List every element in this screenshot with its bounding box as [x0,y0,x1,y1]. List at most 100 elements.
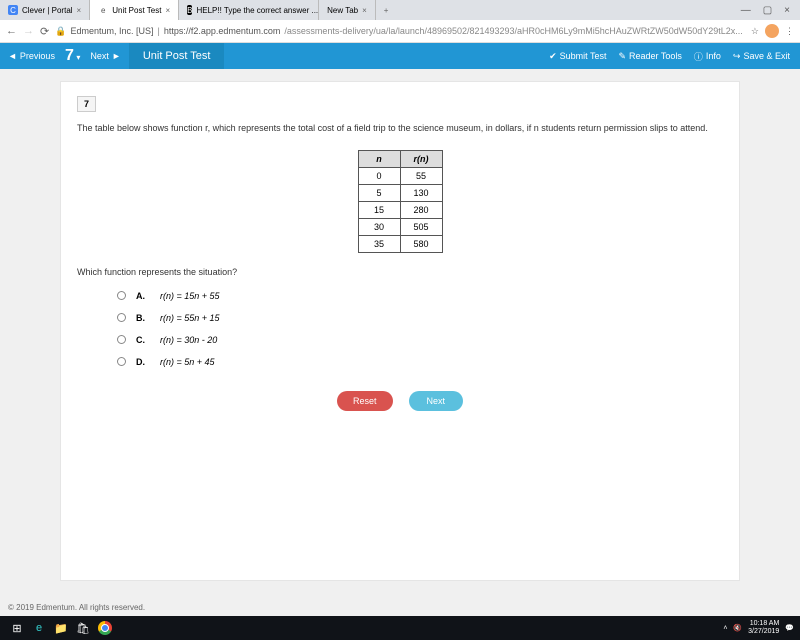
table-cell: 580 [400,235,442,252]
previous-button[interactable]: ◄ Previous [8,51,55,61]
choice-letter: C. [136,335,150,345]
next-question-button[interactable]: Next [409,391,464,411]
exit-icon: ↪ [733,51,741,62]
radio-icon[interactable] [117,291,126,300]
url-path: /assessments-delivery/ua/la/launch/48969… [284,26,742,36]
choice-option[interactable]: D. r(n) = 5n + 45 [117,357,723,367]
radio-icon[interactable] [117,335,126,344]
table-cell: 0 [358,167,400,184]
url-input[interactable]: 🔒 Edmentum, Inc. [US] | https://f2.app.e… [55,26,745,37]
tab-title: New Tab [327,6,358,15]
choices-list: A. r(n) = 15n + 55 B. r(n) = 55n + 15 C.… [77,291,723,367]
store-icon[interactable]: 🛍 [72,616,94,640]
start-icon[interactable]: ⊞ [6,616,28,640]
tray-chevron-icon[interactable]: ˄ [723,625,727,632]
table-row: 30505 [358,218,442,235]
choice-text: r(n) = 55n + 15 [160,313,220,323]
tab-title: HELP!! Type the correct answer ... [196,6,318,15]
close-icon[interactable]: × [362,6,367,15]
url-separator: | [157,26,159,36]
browser-tab[interactable]: C Clever | Portal × [0,0,90,20]
browser-chrome: C Clever | Portal × e Unit Post Test × B… [0,0,800,43]
table-row: 15280 [358,201,442,218]
chevron-down-icon: ▾ [76,53,80,62]
table-header: n [358,150,400,167]
question-subtext: Which function represents the situation? [77,267,723,277]
tab-title: Unit Post Test [112,6,161,15]
notifications-icon[interactable]: 💬 [785,624,794,632]
close-window-icon[interactable]: × [784,5,790,16]
save-label: Save & Exit [743,51,790,61]
choice-text: r(n) = 30n - 20 [160,335,217,345]
minimize-icon[interactable]: — [741,5,751,16]
table-cell: 30 [358,218,400,235]
app-title: Unit Post Test [129,43,225,69]
question-card: 7 The table below shows function r, whic… [60,81,740,581]
system-clock[interactable]: 10:18 AM 3/27/2019 [748,620,779,635]
question-number: 7 [65,47,74,64]
maximize-icon[interactable]: ▢ [763,5,772,16]
forward-icon[interactable]: → [23,25,34,37]
table-row: 055 [358,167,442,184]
info-icon: ⓘ [694,50,703,63]
table-cell: 280 [400,201,442,218]
close-icon[interactable]: × [77,6,82,15]
save-exit-button[interactable]: ↪ Save & Exit [733,51,790,62]
reset-button[interactable]: Reset [337,391,393,411]
check-icon: ✔ [549,51,557,62]
window-controls: — ▢ × [731,5,800,16]
favicon-icon: C [8,5,18,15]
windows-taskbar: ⊞ e 📁 🛍 ˄ 🔇 10:18 AM 3/27/2019 💬 [0,616,800,640]
info-label: Info [706,51,721,61]
browser-tab[interactable]: e Unit Post Test × [90,0,179,20]
content-area: 7 The table below shows function r, whic… [0,69,800,597]
function-table: n r(n) 055 5130 15280 30505 35580 [358,150,443,253]
back-icon[interactable]: ← [6,25,17,37]
url-domain: Edmentum, Inc. [US] [70,26,153,36]
chrome-icon[interactable] [94,616,116,640]
action-buttons: Reset Next [77,391,723,411]
choice-text: r(n) = 5n + 45 [160,357,215,367]
question-number-selector[interactable]: 7 ▾ [65,47,80,65]
url-host: https://f2.app.edmentum.com [164,26,281,36]
favicon-icon: e [98,5,108,15]
question-marker: 7 [77,96,96,112]
table-cell: 5 [358,184,400,201]
submit-test-button[interactable]: ✔ Submit Test [549,51,606,62]
next-button[interactable]: Next ► [90,51,120,61]
choice-option[interactable]: A. r(n) = 15n + 55 [117,291,723,301]
browser-tab[interactable]: B HELP!! Type the correct answer ... × [179,0,319,20]
choice-option[interactable]: B. r(n) = 55n + 15 [117,313,723,323]
close-icon[interactable]: × [165,6,170,15]
table-cell: 505 [400,218,442,235]
next-label: Next [90,51,109,61]
info-button[interactable]: ⓘ Info [694,50,721,63]
previous-label: Previous [20,51,55,61]
table-header: r(n) [400,150,442,167]
chevron-left-icon: ◄ [8,51,17,61]
table-cell: 35 [358,235,400,252]
menu-icon[interactable]: ⋮ [785,26,794,37]
table-row: 5130 [358,184,442,201]
table-cell: 15 [358,201,400,218]
reload-icon[interactable]: ⟳ [40,25,49,38]
new-tab-button[interactable]: + [376,6,397,15]
table-row: 35580 [358,235,442,252]
tab-title: Clever | Portal [22,6,73,15]
choice-option[interactable]: C. r(n) = 30n - 20 [117,335,723,345]
avatar[interactable] [765,24,779,38]
submit-label: Submit Test [560,51,607,61]
explorer-icon[interactable]: 📁 [50,616,72,640]
browser-tab[interactable]: New Tab × [319,0,376,20]
radio-icon[interactable] [117,313,126,322]
favicon-icon: B [187,5,192,15]
reader-tools-button[interactable]: ✎ Reader Tools [618,51,681,62]
address-bar: ← → ⟳ 🔒 Edmentum, Inc. [US] | https://f2… [0,20,800,42]
radio-icon[interactable] [117,357,126,366]
choice-letter: D. [136,357,150,367]
edge-icon[interactable]: e [28,616,50,640]
sound-icon[interactable]: 🔇 [733,624,742,632]
question-text: The table below shows function r, which … [77,122,723,136]
table-cell: 55 [400,167,442,184]
bookmark-icon[interactable]: ☆ [751,26,759,37]
